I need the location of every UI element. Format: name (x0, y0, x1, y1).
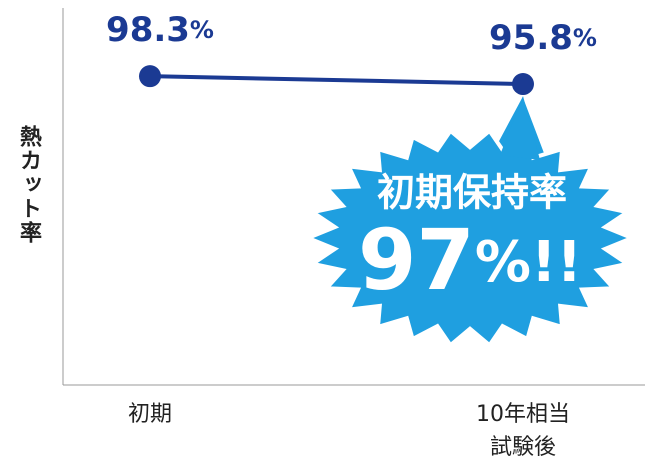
value-label: 95.8% (489, 18, 597, 58)
callout-title: 初期保持率 (377, 171, 567, 215)
line (149, 74, 524, 87)
point (512, 73, 534, 96)
x-tick-label: 初期 (128, 402, 172, 427)
callout-value: 97%!! (358, 211, 582, 309)
value-label: 98.3% (106, 10, 214, 50)
x-tick-label: 10年相当試験後 (476, 402, 570, 460)
point (139, 65, 161, 88)
callout-tail-inner (500, 96, 540, 160)
callout-burst (302, 127, 638, 349)
y-axis-label: 熱カット率 (16, 125, 41, 245)
